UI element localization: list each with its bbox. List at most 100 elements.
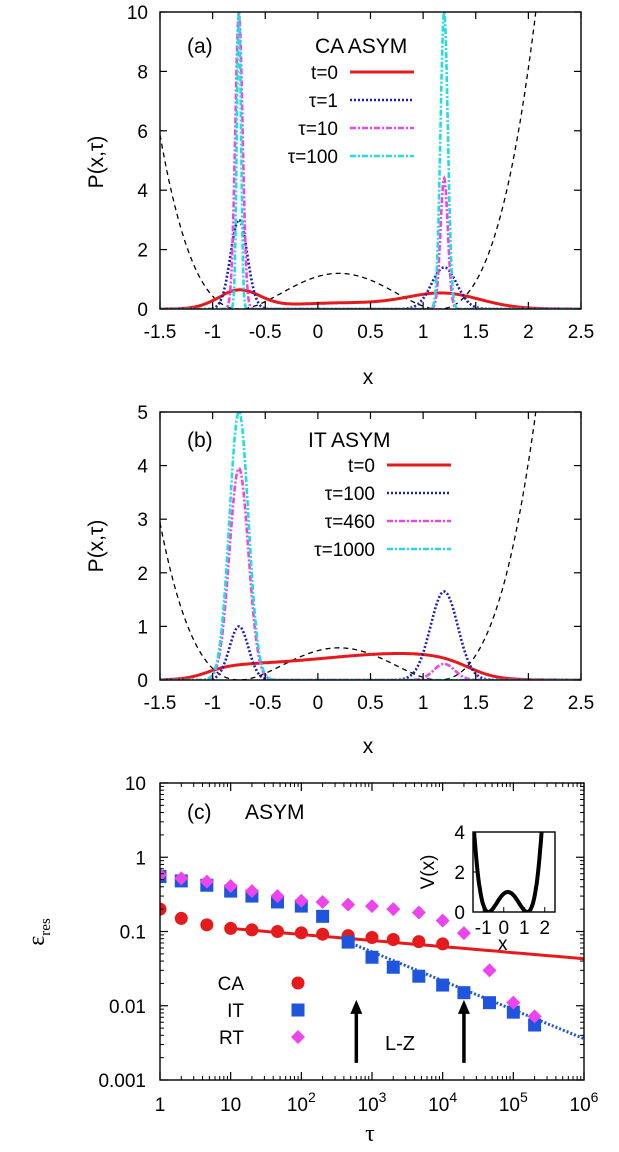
c-xtick-label: 104 bbox=[428, 1089, 457, 1116]
b-series-line-3 bbox=[160, 412, 581, 680]
inset-xtick-label: -1 bbox=[475, 918, 492, 939]
c-point-rt bbox=[199, 874, 214, 889]
panel-a-legend: t=0 τ=1 τ=10 τ=100 bbox=[288, 63, 414, 168]
c-point-rt bbox=[411, 905, 426, 920]
a-xtick-label: 2.5 bbox=[568, 322, 594, 343]
b-legend-label-0: t=0 bbox=[348, 456, 375, 477]
svg-text:εres: εres bbox=[24, 918, 54, 946]
panel-c-label: (c) bbox=[187, 801, 212, 824]
c-point-rt bbox=[174, 871, 189, 886]
c-point-ca bbox=[365, 931, 379, 945]
b-xtick-label: -1 bbox=[204, 693, 221, 714]
a-series-line-0 bbox=[160, 288, 581, 309]
panel-a-legend-title: CA ASYM bbox=[315, 35, 407, 58]
b-ytick-label: 4 bbox=[137, 457, 148, 478]
c-legend-label-ca: CA bbox=[218, 974, 245, 995]
inset-xtick-label: 1 bbox=[519, 918, 530, 939]
c-legend-label-it: IT bbox=[227, 1001, 244, 1022]
c-point-it bbox=[412, 969, 426, 983]
b-legend-label-1: τ=100 bbox=[325, 484, 375, 505]
lz-annotation: L-Z bbox=[385, 1033, 415, 1055]
a-xtick-label: -1.5 bbox=[144, 322, 177, 343]
b-legend-label-3: τ=1000 bbox=[314, 540, 375, 561]
c-point-ca bbox=[200, 918, 214, 932]
fit-line-1 bbox=[347, 940, 584, 1041]
c-point-ca bbox=[174, 911, 188, 925]
a-xtick-label: 0.5 bbox=[357, 322, 383, 343]
c-ytick-label: 1 bbox=[135, 848, 146, 869]
panel-c-title: ASYM bbox=[245, 801, 305, 824]
c-point-it bbox=[316, 909, 330, 923]
inset-xtick-label: 0 bbox=[498, 918, 509, 939]
a-ytick-label: 6 bbox=[137, 122, 148, 143]
panel-c-ylabel-sub: res bbox=[38, 918, 54, 936]
c-point-ca bbox=[316, 927, 330, 941]
inset-xlabel: x bbox=[498, 934, 508, 955]
c-point-it bbox=[483, 996, 497, 1010]
c-point-rt bbox=[244, 884, 259, 899]
b-ytick-label: 3 bbox=[137, 510, 148, 531]
a-xtick-label: 0 bbox=[313, 322, 324, 343]
c-ytick-label: 0.1 bbox=[120, 923, 146, 944]
panel-b: -1.5 -1 -0.5 0 0.5 1 1.5 2 2.5 0 1 2 3 4 5 (b) IT ASYM… bbox=[85, 403, 594, 758]
c-xtick-label: 1 bbox=[155, 1095, 166, 1116]
c-point-rt bbox=[223, 879, 238, 894]
panel-c-legend: CA IT RT bbox=[218, 974, 305, 1049]
inset-ytick-label: 4 bbox=[454, 823, 465, 844]
lz-arrow-head-1 bbox=[457, 999, 470, 1014]
b-ytick-label: 2 bbox=[137, 564, 148, 585]
c-point-ca bbox=[245, 923, 259, 937]
a-legend-label-2: τ=10 bbox=[298, 119, 338, 140]
a-xtick-label: 1.5 bbox=[463, 322, 489, 343]
c-point-rt bbox=[482, 963, 497, 978]
panel-b-curves bbox=[160, 412, 581, 680]
c-ytick-label: 0.01 bbox=[109, 997, 146, 1018]
c-point-it bbox=[528, 1018, 542, 1032]
c-point-ca bbox=[412, 935, 426, 949]
c-point-rt bbox=[341, 897, 356, 912]
panel-b-xlabel: x bbox=[363, 735, 374, 758]
c-ytick-label: 10 bbox=[125, 774, 146, 795]
a-ytick-label: 2 bbox=[137, 241, 148, 262]
c-xtick-label: 10 bbox=[220, 1095, 241, 1116]
a-xtick-label: 2 bbox=[523, 322, 534, 343]
c-point-it bbox=[341, 935, 355, 949]
c-point-rt bbox=[270, 889, 285, 904]
c-point-ca bbox=[224, 921, 238, 935]
c-point-it bbox=[506, 1005, 520, 1019]
b-ytick-label: 1 bbox=[137, 617, 148, 638]
c-point-rt bbox=[456, 926, 471, 941]
c-point-it bbox=[365, 950, 379, 964]
c-point-rt bbox=[527, 1009, 542, 1024]
panel-b-legend-title: IT ASYM bbox=[308, 429, 390, 452]
b-xtick-label: 2 bbox=[523, 693, 534, 714]
a-xtick-label: 1 bbox=[418, 322, 429, 343]
panel-a-label: (a) bbox=[187, 35, 213, 58]
b-ytick-label: 5 bbox=[137, 403, 148, 424]
a-xtick-label: -0.5 bbox=[249, 322, 282, 343]
c-point-rt bbox=[435, 913, 450, 928]
a-series-line-1 bbox=[160, 218, 581, 309]
c-point-it bbox=[436, 978, 450, 992]
a-legend-label-1: τ=1 bbox=[309, 91, 338, 112]
c-point-ca bbox=[271, 925, 285, 938]
panel-c-ylabel-main: ε bbox=[24, 936, 50, 946]
b-xtick-label: 1.5 bbox=[463, 693, 489, 714]
b-series-line-2 bbox=[160, 466, 581, 680]
panel-a-ticks: -1.5 -1 -0.5 0 0.5 1 1.5 2 2.5 0 2 4 6 8 10 bbox=[127, 3, 594, 343]
panel-a-xlabel: x bbox=[363, 366, 374, 389]
panel-a: -1.5 -1 -0.5 0 0.5 1 1.5 2 2.5 0 2 4 6 8 10 (a) CA ASY… bbox=[85, 3, 594, 389]
c-point-rt bbox=[160, 867, 167, 882]
a-legend-label-0: t=0 bbox=[311, 63, 338, 84]
c-xtick-label: 103 bbox=[358, 1089, 387, 1116]
c-point-it bbox=[386, 960, 400, 974]
panel-b-legend: t=0 τ=100 τ=460 τ=1000 bbox=[314, 456, 451, 561]
lz-arrow-head-0 bbox=[350, 999, 363, 1014]
a-legend-label-3: τ=100 bbox=[288, 147, 338, 168]
c-point-rt bbox=[386, 902, 401, 917]
c-point-ca bbox=[386, 933, 400, 947]
inset-ytick-label: 0 bbox=[454, 903, 465, 924]
